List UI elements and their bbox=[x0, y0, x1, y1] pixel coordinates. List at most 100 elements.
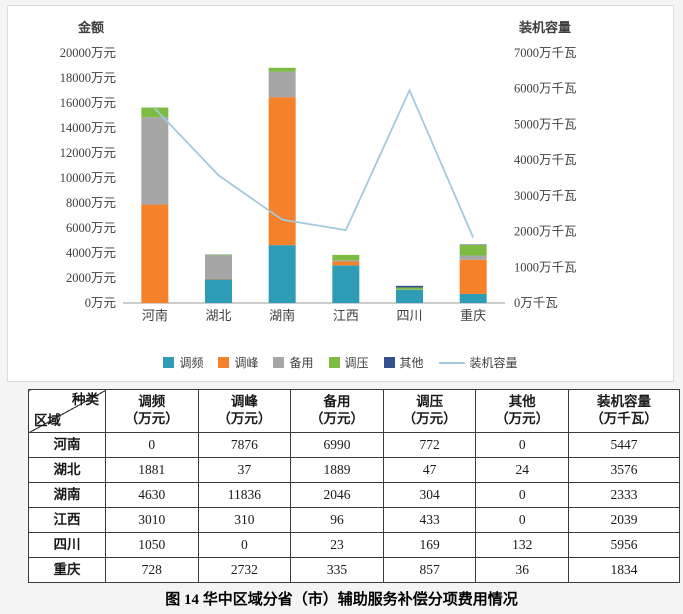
table-cell: 335 bbox=[290, 557, 384, 583]
table-cell: 0 bbox=[197, 532, 292, 558]
table-cell: 132 bbox=[475, 532, 569, 558]
bar-segment-调频 bbox=[459, 293, 487, 303]
row-label: 湖南 bbox=[28, 482, 106, 508]
category-label: 重庆 bbox=[460, 308, 486, 323]
legend-swatch bbox=[218, 357, 230, 368]
table-cell: 36 bbox=[475, 557, 569, 583]
table-cell: 304 bbox=[382, 482, 477, 508]
table-body: 河南 0 7876 6990 772 0 5447 湖北 1881 37 1889 47 24 3576 湖… bbox=[28, 432, 680, 583]
bar-segment-调峰 bbox=[268, 97, 296, 246]
right-axis-tick-label: 2000万千瓦 bbox=[514, 225, 577, 239]
table-cell: 7876 bbox=[197, 432, 292, 458]
table-cell: 0 bbox=[475, 482, 569, 508]
table-cell: 1889 bbox=[290, 457, 384, 483]
left-axis-tick-label: 12000万元 bbox=[60, 146, 116, 160]
table-cell: 772 bbox=[382, 432, 477, 458]
table-cell: 0 bbox=[475, 432, 569, 458]
category-label: 江西 bbox=[333, 308, 359, 323]
category-label: 湖北 bbox=[205, 308, 231, 323]
table-cell: 310 bbox=[197, 507, 292, 533]
table-cell: 2046 bbox=[290, 482, 384, 508]
chart-legend: 调频 调峰 备用 调压 其他 装机容量 bbox=[8, 354, 673, 371]
legend-label: 调压 bbox=[344, 356, 369, 370]
table-cell: 4630 bbox=[105, 482, 199, 508]
table-cell: 24 bbox=[475, 457, 569, 483]
table-cell: 857 bbox=[382, 557, 477, 583]
table-row: 湖北 1881 37 1889 47 24 3576 bbox=[28, 457, 680, 483]
bar-segment-其他 bbox=[396, 285, 423, 288]
row-label: 四川 bbox=[28, 532, 106, 558]
right-axis-tick-label: 6000万千瓦 bbox=[514, 82, 577, 96]
bar-segment-备用 bbox=[141, 117, 169, 205]
bar-segment-调压 bbox=[205, 254, 232, 256]
legend-swatch bbox=[273, 357, 285, 368]
legend-item-调峰: 调峰 bbox=[218, 354, 258, 371]
right-axis-tick-label: 0万千瓦 bbox=[514, 296, 558, 310]
category-label: 湖南 bbox=[269, 308, 295, 323]
table-cell: 5956 bbox=[568, 532, 680, 558]
table-cell: 0 bbox=[105, 432, 199, 458]
table-cell: 3576 bbox=[568, 457, 680, 483]
legend-swatch bbox=[328, 357, 340, 368]
table-cell: 433 bbox=[382, 507, 477, 533]
row-label: 河南 bbox=[28, 432, 106, 458]
chart-svg: 金额 装机容量 0万元 2000万元 4000万元 6000万元 8000万元 10000万元… bbox=[60, 20, 577, 323]
legend-label: 其他 bbox=[399, 356, 424, 370]
right-axis-tick-label: 4000万千瓦 bbox=[514, 153, 577, 167]
bar-segment-调压 bbox=[141, 107, 169, 118]
table-row: 四川 1050 0 23 169 132 5956 bbox=[28, 532, 680, 558]
capacity-line bbox=[154, 88, 474, 238]
left-axis-title: 金额 bbox=[77, 20, 104, 35]
table-cell: 2732 bbox=[197, 557, 292, 583]
table-cell: 3010 bbox=[105, 507, 199, 533]
bar-segment-备用 bbox=[205, 255, 232, 280]
bar-segment-调峰 bbox=[141, 204, 169, 303]
legend-item-备用: 备用 bbox=[273, 354, 314, 371]
left-axis-tick-label: 4000万元 bbox=[66, 246, 116, 260]
right-axis-tick-label: 5000万千瓦 bbox=[514, 117, 577, 131]
bar-segment-调压 bbox=[459, 244, 487, 256]
table-cell: 47 bbox=[382, 457, 477, 483]
bar-segment-备用 bbox=[459, 255, 487, 260]
table-row: 湖南 4630 11836 2046 304 0 2333 bbox=[28, 482, 680, 508]
corner-header-cell: 种类 区域 bbox=[28, 389, 106, 433]
legend-label: 装机容量 bbox=[469, 356, 518, 370]
bar-segment-调峰 bbox=[332, 261, 360, 266]
table-cell: 37 bbox=[197, 457, 292, 483]
column-header: 调压 （万元） bbox=[382, 389, 477, 433]
table-cell: 1881 bbox=[105, 457, 199, 483]
table-cell: 0 bbox=[475, 507, 569, 533]
column-header: 装机容量 （万千瓦） bbox=[568, 389, 680, 433]
column-header: 调峰 （万元） bbox=[197, 389, 292, 433]
legend-line-swatch bbox=[438, 361, 465, 364]
legend-label: 调频 bbox=[179, 356, 204, 370]
table-cell: 96 bbox=[290, 507, 384, 533]
table-cell: 6990 bbox=[290, 432, 384, 458]
data-table: 种类 区域 调频 （万元） 调峰 （万元） 备用 （万元） 调压 （万元） 其他 （万元） 装机容量… bbox=[28, 389, 680, 583]
left-axis-tick-label: 10000万元 bbox=[60, 171, 116, 185]
legend-label: 调峰 bbox=[234, 356, 259, 370]
chart-figure: 金额装机容量 0万元 2000万元 4000万元 6000万元 8000万元 10000万元… bbox=[7, 5, 674, 382]
row-label: 湖北 bbox=[28, 457, 106, 483]
left-axis-tick-label: 6000万元 bbox=[66, 221, 116, 235]
legend-label: 备用 bbox=[289, 356, 314, 370]
legend-item-调压: 调压 bbox=[328, 354, 369, 371]
table-cell: 169 bbox=[382, 532, 477, 558]
left-axis-tick-label: 8000万元 bbox=[66, 196, 116, 210]
table-cell: 728 bbox=[105, 557, 199, 583]
bar-segment-调压 bbox=[396, 287, 423, 290]
row-label: 江西 bbox=[28, 507, 106, 533]
left-axis-tick-label: 18000万元 bbox=[60, 71, 116, 85]
table-head: 种类 区域 调频 （万元） 调峰 （万元） 备用 （万元） 调压 （万元） 其他 （万元） 装机容量… bbox=[28, 389, 680, 433]
column-header: 调频 （万元） bbox=[105, 389, 199, 433]
figure-caption: 图 14 华中区域分省（市）辅助服务补偿分项费用情况 bbox=[165, 592, 518, 608]
table-cell: 1834 bbox=[568, 557, 680, 583]
left-axis-tick-label: 2000万元 bbox=[66, 271, 116, 285]
left-axis-tick-label: 20000万元 bbox=[60, 46, 116, 60]
left-axis-tick-label: 14000万元 bbox=[60, 121, 116, 135]
bar-segment-调峰 bbox=[459, 259, 487, 294]
legend-item-装机容量: 装机容量 bbox=[438, 354, 518, 371]
left-axis-tick-label: 0万元 bbox=[85, 296, 116, 310]
bar-segment-调频 bbox=[332, 265, 360, 303]
category-label: 河南 bbox=[142, 308, 168, 323]
